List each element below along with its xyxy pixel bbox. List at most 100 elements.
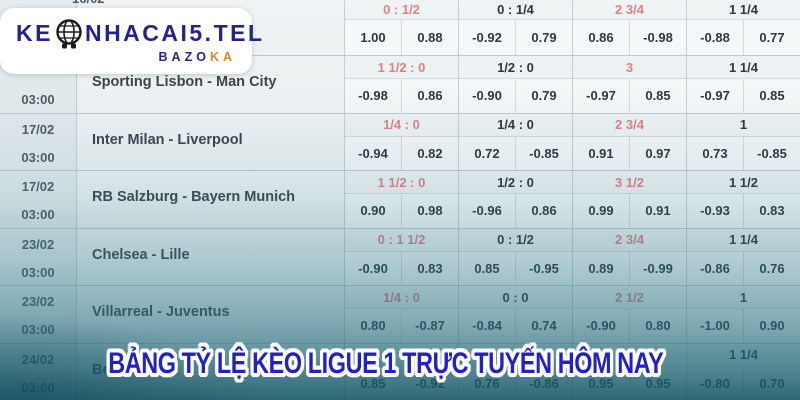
handicap-value[interactable]: 0 : 1 1/2 bbox=[345, 228, 458, 252]
handicap-value[interactable]: 0 : 1/4 bbox=[459, 0, 572, 20]
odds-value[interactable]: 0.77 bbox=[743, 20, 800, 55]
odds-value[interactable]: 0.85 bbox=[629, 79, 686, 113]
odds-value[interactable]: 0.73 bbox=[702, 145, 728, 161]
odds-value[interactable]: 0.85 bbox=[474, 260, 500, 276]
odds-value[interactable]: -0.90 bbox=[472, 88, 502, 104]
match-row[interactable]: 23/02 03:00 Chelsea - Lille 0 : 1 1/2 -0… bbox=[0, 227, 800, 285]
handicap-value[interactable]: 1/2 : 0 bbox=[459, 56, 572, 79]
handicap-value[interactable]: 0 : 1/2 bbox=[345, 0, 458, 20]
handicap-value[interactable]: 1/4 : 0 bbox=[345, 286, 458, 309]
handicap-group: 3 1/2 0.99 0.91 bbox=[573, 171, 687, 228]
match-name: Villarreal - Juventus bbox=[92, 304, 230, 321]
banner-caption: BẢNG TỶ LỆ KÈO LIGUE 1 TRỰC TUYẾN HÔM NA… bbox=[108, 347, 664, 380]
odds-value[interactable]: -0.95 bbox=[515, 251, 572, 285]
handicap-group: 1/4 : 0 0.72 -0.85 bbox=[459, 113, 573, 170]
handicap-value[interactable]: 1/2 : 0 bbox=[459, 171, 572, 194]
handicap-value[interactable]: 2 3/4 bbox=[573, 113, 686, 137]
handicap-group: 0 : 1/4 -0.92 0.79 bbox=[459, 0, 573, 55]
handicap-value[interactable]: 3 1/2 bbox=[573, 171, 686, 194]
odds-value[interactable]: -0.92 bbox=[472, 30, 502, 45]
odds-value[interactable]: -0.80 bbox=[700, 375, 730, 391]
brand-name-suffix: NHACAI5.TEL bbox=[84, 19, 265, 46]
odds-value[interactable]: -0.90 bbox=[358, 260, 388, 276]
odds-value[interactable]: 0.70 bbox=[743, 366, 800, 400]
odds-value[interactable]: 1.00 bbox=[360, 30, 386, 45]
odds-value[interactable]: 0.79 bbox=[515, 79, 572, 113]
odds-value[interactable]: 0.86 bbox=[401, 79, 458, 113]
odds-value[interactable]: -0.98 bbox=[358, 88, 388, 104]
odds-cells: 1/4 : 0 0.80 -0.87 0 : 0 -0.84 0.74 2 1/2 … bbox=[345, 286, 800, 343]
odds-value[interactable]: -0.85 bbox=[743, 136, 800, 170]
match-name-cell[interactable]: Chelsea - Lille bbox=[77, 228, 345, 285]
handicap-value[interactable]: 1 bbox=[687, 113, 800, 137]
handicap-value[interactable]: 1 1/4 bbox=[687, 228, 800, 252]
odds-value[interactable]: 0.97 bbox=[629, 136, 686, 170]
handicap-value[interactable]: 2 3/4 bbox=[573, 228, 686, 252]
handicap-value[interactable]: 1/4 : 0 bbox=[345, 113, 458, 137]
handicap-group: 1 -1.00 0.90 bbox=[687, 286, 800, 343]
handicap-value[interactable]: 0 : 1/2 bbox=[459, 228, 572, 252]
match-row[interactable]: 17/02 03:00 RB Salzburg - Bayern Munich … bbox=[0, 170, 800, 228]
odds-value[interactable]: 0.86 bbox=[515, 194, 572, 228]
odds-value[interactable]: -0.99 bbox=[629, 251, 686, 285]
handicap-value[interactable]: 2 1/2 bbox=[573, 286, 686, 309]
handicap-group: 1/2 : 0 -0.90 0.79 bbox=[459, 56, 573, 113]
handicap-value[interactable]: 1 1/2 : 0 bbox=[345, 56, 458, 79]
odds-value[interactable]: 0.88 bbox=[401, 20, 458, 55]
odds-cells: 1 1/2 : 0 0.90 0.98 1/2 : 0 -0.96 0.86 3 1… bbox=[345, 171, 800, 228]
odds-value[interactable]: 0.83 bbox=[401, 251, 458, 285]
odds-value[interactable]: 0.90 bbox=[360, 203, 386, 219]
odds-value[interactable]: -0.88 bbox=[700, 30, 730, 45]
odds-cells: 1/4 : 0 -0.94 0.82 1/4 : 0 0.72 -0.85 2 3/… bbox=[345, 113, 800, 170]
date-cell: 24/02 03:00 bbox=[0, 343, 77, 400]
match-row[interactable]: 23/02 03:00 Villarreal - Juventus 1/4 : … bbox=[0, 285, 800, 343]
odds-value[interactable]: 0.76 bbox=[743, 251, 800, 285]
brand-logo[interactable]: KE NHACAI5.TEL BAZOKA bbox=[0, 8, 262, 74]
odds-value[interactable]: 0.83 bbox=[743, 194, 800, 228]
odds-value[interactable]: 0.91 bbox=[629, 194, 686, 228]
handicap-value[interactable]: 1 bbox=[687, 286, 800, 309]
handicap-value[interactable]: 0 : 0 bbox=[459, 286, 572, 309]
odds-value[interactable]: -0.84 bbox=[472, 318, 502, 334]
odds-value[interactable]: 0.90 bbox=[743, 309, 800, 343]
odds-value[interactable]: 0.98 bbox=[401, 194, 458, 228]
odds-value[interactable]: 0.80 bbox=[360, 318, 386, 334]
odds-value[interactable]: -0.94 bbox=[358, 145, 388, 161]
odds-value[interactable]: -1.00 bbox=[700, 318, 730, 334]
odds-value[interactable]: 0.79 bbox=[515, 20, 572, 55]
odds-value[interactable]: 0.89 bbox=[588, 260, 614, 276]
odds-value[interactable]: 0.82 bbox=[401, 136, 458, 170]
match-name-cell[interactable]: Villarreal - Juventus bbox=[77, 286, 345, 343]
handicap-value[interactable]: 1 1/2 : 0 bbox=[345, 171, 458, 194]
match-time: 03:00 bbox=[21, 92, 55, 107]
handicap-value[interactable]: 3 bbox=[573, 56, 686, 79]
handicap-value[interactable]: 1/4 : 0 bbox=[459, 113, 572, 137]
match-row[interactable]: 17/02 03:00 Inter Milan - Liverpool 1/4 … bbox=[0, 112, 800, 170]
odds-value[interactable]: -0.98 bbox=[629, 20, 686, 55]
odds-value[interactable]: -0.97 bbox=[586, 88, 616, 104]
handicap-value[interactable]: 1 1/4 bbox=[687, 0, 800, 20]
match-name-cell[interactable]: Inter Milan - Liverpool bbox=[77, 113, 345, 170]
match-name-cell[interactable]: RB Salzburg - Bayern Munich bbox=[77, 171, 345, 228]
handicap-group: 1 1/4 -0.86 0.76 bbox=[687, 228, 800, 285]
odds-value[interactable]: -0.96 bbox=[472, 203, 502, 219]
odds-value[interactable]: 0.74 bbox=[515, 309, 572, 343]
handicap-value[interactable]: 1 1/4 bbox=[687, 56, 800, 79]
odds-value[interactable]: 0.85 bbox=[743, 79, 800, 113]
odds-value[interactable]: 0.80 bbox=[629, 309, 686, 343]
odds-value[interactable]: 0.99 bbox=[588, 203, 614, 219]
odds-value[interactable]: -0.90 bbox=[586, 318, 616, 334]
odds-value[interactable]: 0.72 bbox=[474, 145, 500, 161]
odds-value[interactable]: 0.91 bbox=[588, 145, 614, 161]
handicap-value[interactable]: 1 1/4 bbox=[687, 343, 800, 367]
odds-value[interactable]: 0.86 bbox=[588, 30, 614, 45]
odds-value[interactable]: -0.97 bbox=[700, 88, 730, 104]
odds-value[interactable]: -0.86 bbox=[700, 260, 730, 276]
handicap-value[interactable]: 2 3/4 bbox=[573, 0, 686, 20]
match-name: RB Salzburg - Bayern Munich bbox=[92, 189, 296, 206]
handicap-value[interactable]: 1 1/2 bbox=[687, 171, 800, 194]
handicap-group: 2 3/4 0.86 -0.98 bbox=[573, 0, 687, 55]
odds-value[interactable]: -0.93 bbox=[700, 203, 730, 219]
odds-value[interactable]: -0.85 bbox=[515, 136, 572, 170]
odds-value[interactable]: -0.87 bbox=[401, 309, 458, 343]
